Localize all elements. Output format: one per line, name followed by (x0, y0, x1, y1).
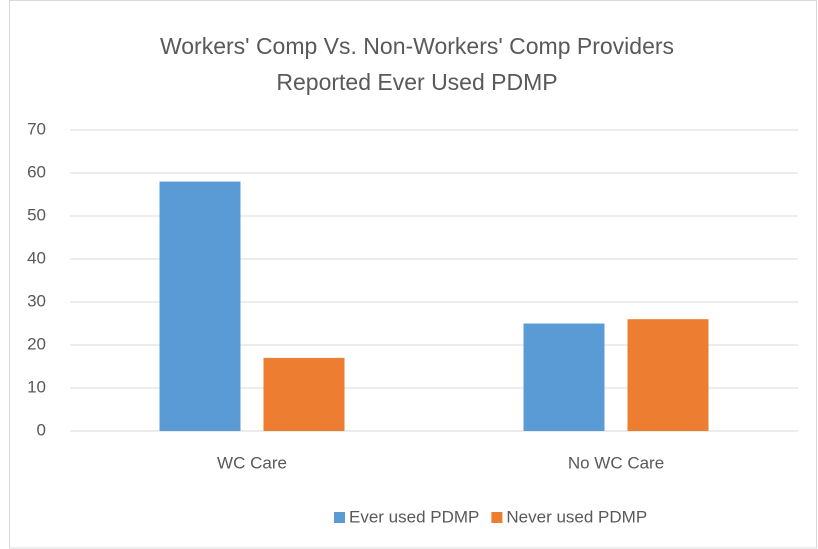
bar (523, 323, 605, 431)
y-tick-label: 10 (27, 377, 46, 396)
y-tick-label: 30 (27, 291, 46, 310)
y-tick-label: 50 (27, 205, 46, 224)
bar (627, 319, 709, 431)
bar (263, 357, 345, 431)
chart-title: Workers' Comp Vs. Non-Workers' Comp Prov… (160, 33, 674, 59)
y-tick-label: 60 (27, 162, 46, 181)
y-tick-label: 40 (27, 248, 46, 267)
x-tick-label: WC Care (217, 453, 287, 472)
x-tick-label: No WC Care (568, 453, 664, 472)
legend-label: Ever used PDMP (349, 507, 479, 526)
bar (159, 181, 241, 431)
y-tick-label: 0 (37, 420, 46, 439)
y-tick-label: 70 (27, 119, 46, 138)
chart-frame (9, 0, 817, 549)
chart-title: Reported Ever Used PDMP (276, 69, 557, 95)
y-tick-label: 20 (27, 334, 46, 353)
legend-swatch (334, 512, 345, 523)
legend-label: Never used PDMP (506, 507, 647, 526)
legend-swatch (491, 512, 503, 523)
